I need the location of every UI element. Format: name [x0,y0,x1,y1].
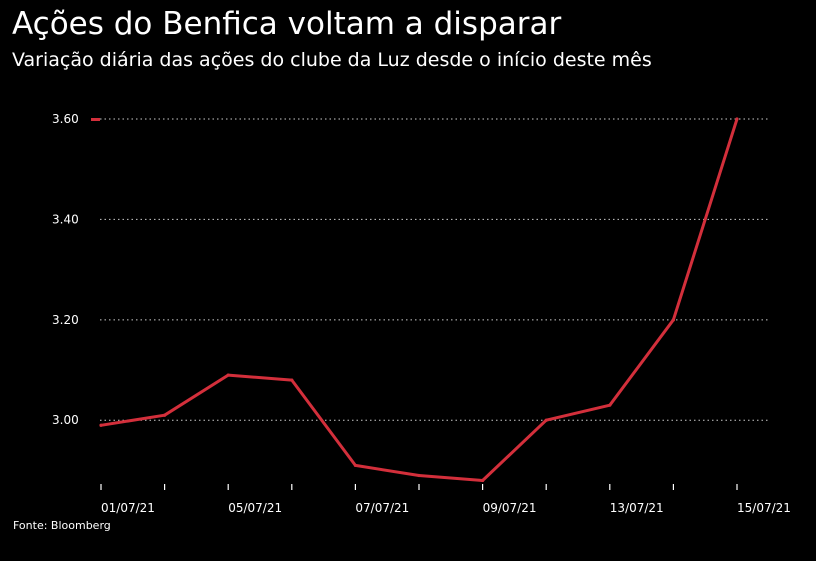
price-series [91,117,739,482]
y-tick-label: 3.00 [52,413,79,427]
x-axis: 01/07/21 05/07/21 07/07/21 09/07/21 13/07/21… [101,484,791,515]
x-tick-label: 09/07/21 [483,501,537,515]
data-point-06/07/21 [290,378,293,381]
series-line [101,119,737,481]
x-tick-label: 05/07/21 [228,501,282,515]
data-point-08/07/21 [417,474,420,477]
y-tick-label: 3.40 [52,212,79,226]
gridlines [100,119,770,420]
x-tick-label: 13/07/21 [610,501,664,515]
data-point-09/07/21 [481,479,484,482]
y-tick-label: 3.20 [52,313,79,327]
data-point-07/07/21 [354,464,357,467]
source-note: Fonte: Bloomberg [13,518,111,534]
data-point-01/07/21 [99,424,102,427]
x-tick-label: 15/07/21 [737,501,791,515]
data-point-14/07/21 [672,318,675,321]
y-tick-label: 3.60 [52,112,79,126]
y-axis-tick-labels: 3.00 3.20 3.40 3.60 [52,112,79,427]
data-point-15/07/21 [735,117,738,120]
data-point-12/07/21 [545,419,548,422]
data-point-02/07/21 [163,414,166,417]
data-point-13/07/21 [608,404,611,407]
data-point-05/07/21 [227,373,230,376]
x-tick-label: 01/07/21 [101,501,155,515]
x-tick-label: 07/07/21 [355,501,409,515]
